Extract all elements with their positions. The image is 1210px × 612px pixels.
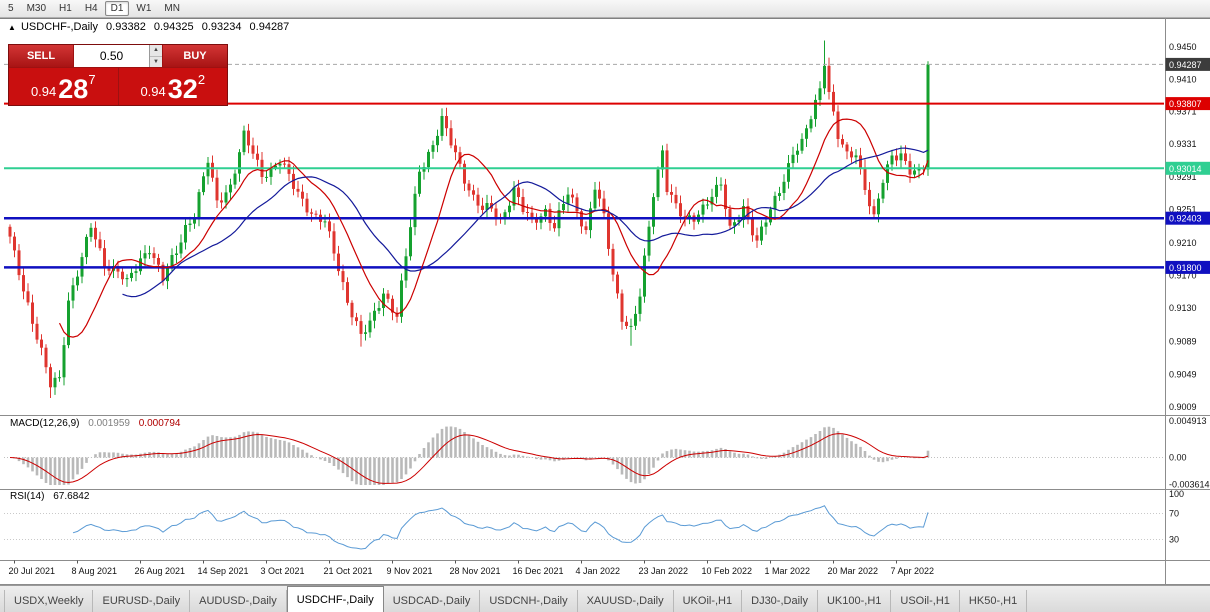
svg-text:23 Jan 2022: 23 Jan 2022 [639, 566, 689, 576]
volume-field[interactable]: 0.50 ▲ ▼ [74, 45, 162, 67]
svg-text:0.9130: 0.9130 [1169, 303, 1197, 313]
volume-value[interactable]: 0.50 [99, 49, 124, 63]
buy-price-base: 0.94 [140, 84, 166, 99]
timeframe-button-d1[interactable]: D1 [104, 1, 130, 16]
ohlc-close: 0.94287 [249, 21, 290, 33]
collapse-arrow-icon[interactable]: ▲ [8, 23, 16, 32]
svg-text:0.9331: 0.9331 [1169, 139, 1197, 149]
sell-price-big: 28 [58, 74, 89, 104]
svg-text:3 Oct 2021: 3 Oct 2021 [261, 566, 305, 576]
svg-text:26 Aug 2021: 26 Aug 2021 [135, 566, 186, 576]
chart-tab-usoil-[interactable]: USOil-,H1 [891, 590, 960, 612]
chart-tab-dj30-[interactable]: DJ30-,Daily [742, 590, 818, 612]
svg-text:21 Oct 2021: 21 Oct 2021 [324, 566, 373, 576]
svg-text:-0.003614: -0.003614 [1169, 479, 1210, 489]
buy-price-big: 32 [167, 74, 198, 104]
svg-text:0.9410: 0.9410 [1169, 75, 1197, 85]
buy-button[interactable]: BUY [163, 45, 227, 67]
svg-text:20 Mar 2022: 20 Mar 2022 [828, 566, 879, 576]
chart-tab-usdchf-[interactable]: USDCHF-,Daily [286, 586, 384, 612]
chart-tab-ukoil-[interactable]: UKOil-,H1 [674, 590, 743, 612]
svg-text:30: 30 [1169, 535, 1179, 545]
svg-text:7 Apr 2022: 7 Apr 2022 [891, 566, 935, 576]
chart-tab-usdx[interactable]: USDX,Weekly [4, 590, 94, 612]
sell-price-base: 0.94 [30, 84, 57, 99]
timeframe-button-w1[interactable]: W1 [136, 3, 152, 14]
macd-signal-value: 0.000794 [138, 418, 181, 429]
rsi-title: RSI(14) [10, 491, 45, 502]
rsi-line [72, 505, 929, 550]
ma-fast-line [58, 118, 929, 338]
svg-text:0.00: 0.00 [1169, 453, 1187, 463]
svg-text:10 Feb 2022: 10 Feb 2022 [702, 566, 753, 576]
svg-text:0.004913: 0.004913 [1169, 416, 1207, 426]
svg-text:0.91800: 0.91800 [1169, 263, 1202, 273]
svg-text:100: 100 [1169, 489, 1184, 499]
svg-text:0.94287: 0.94287 [1169, 60, 1202, 70]
timeframe-button-m30[interactable]: M30 [26, 3, 47, 14]
horizontal-lines-layer[interactable] [4, 63, 1164, 269]
svg-text:16 Dec 2021: 16 Dec 2021 [513, 566, 564, 576]
chart-tab-usdcnh-[interactable]: USDCNH-,Daily [480, 590, 578, 612]
svg-text:1 Mar 2022: 1 Mar 2022 [765, 566, 811, 576]
buy-price-sup: 2 [197, 72, 206, 87]
one-click-trading-widget: SELL 0.50 ▲ ▼ BUY 0.94 28 7 0.94 32 2 [8, 44, 228, 106]
timeframe-button-mn[interactable]: MN [164, 3, 180, 14]
svg-text:20 Jul 2021: 20 Jul 2021 [9, 566, 56, 576]
chart-info-line: ▲ USDCHF-,Daily 0.93382 0.94325 0.93234 … [8, 21, 294, 33]
macd-title: MACD(12,26,9) [10, 418, 80, 429]
ohlc-high: 0.94325 [153, 21, 194, 33]
chart-tab-audusd-[interactable]: AUDUSD-,Daily [190, 590, 287, 612]
svg-text:0.9251: 0.9251 [1169, 204, 1197, 214]
sell-price-sup: 7 [88, 72, 96, 87]
svg-text:0.93807: 0.93807 [1169, 99, 1202, 109]
svg-text:28 Nov 2021: 28 Nov 2021 [450, 566, 501, 576]
symbol-period-label: USDCHF-,Daily [20, 21, 98, 33]
svg-text:0.9009: 0.9009 [1169, 402, 1197, 412]
ma-slow-line [122, 147, 929, 298]
ohlc-open: 0.93382 [106, 21, 146, 33]
svg-text:8 Aug 2021: 8 Aug 2021 [72, 566, 118, 576]
svg-text:0.9450: 0.9450 [1169, 42, 1197, 52]
rsi-value: 67.6842 [53, 491, 90, 502]
svg-text:0.92403: 0.92403 [1169, 214, 1202, 224]
svg-text:4 Jan 2022: 4 Jan 2022 [576, 566, 621, 576]
volume-spinner: ▲ ▼ [149, 45, 162, 67]
rsi-indicator-label: RSI(14) 67.6842 [10, 491, 95, 502]
svg-text:0.9291: 0.9291 [1169, 172, 1197, 182]
svg-text:0.9371: 0.9371 [1169, 106, 1197, 116]
chart-tab-uk100-[interactable]: UK100-,H1 [818, 590, 892, 612]
timeframe-button-5[interactable]: 5 [8, 3, 14, 14]
svg-text:0.93014: 0.93014 [1169, 164, 1202, 174]
timeframe-button-h4[interactable]: H4 [84, 3, 98, 14]
volume-up-button[interactable]: ▲ [150, 45, 162, 57]
svg-text:0.9210: 0.9210 [1169, 238, 1197, 248]
timeframe-toolbar: 5 M30 H1 H4 D1 W1 MN [0, 0, 1210, 18]
buy-price-display[interactable]: 0.94 32 2 [118, 68, 227, 105]
svg-text:14 Sep 2021: 14 Sep 2021 [198, 566, 249, 576]
macd-main-value: 0.001959 [88, 418, 130, 429]
timeframe-button-h1[interactable]: H1 [59, 3, 72, 14]
svg-text:70: 70 [1169, 509, 1179, 519]
svg-text:9 Nov 2021: 9 Nov 2021 [387, 566, 433, 576]
axes-layer: 0.94500.94100.93710.93310.92910.92510.92… [0, 18, 1210, 585]
chart-tab-hk50-[interactable]: HK50-,H1 [960, 590, 1028, 612]
volume-down-button[interactable]: ▼ [150, 56, 162, 67]
chart-tab-usdcad-[interactable]: USDCAD-,Daily [384, 590, 481, 612]
svg-text:0.9170: 0.9170 [1169, 271, 1197, 281]
chart-tab-eurusd-[interactable]: EURUSD-,Daily [93, 590, 191, 612]
macd-signal-line [9, 433, 929, 484]
svg-text:0.9089: 0.9089 [1169, 337, 1197, 347]
chart-tabs-bar: USDX,Weekly EURUSD-,Daily AUDUSD-,Daily USD… [0, 585, 1210, 612]
ohlc-low: 0.93234 [201, 21, 242, 33]
macd-indicator-label: MACD(12,26,9) 0.001959 0.000794 [10, 418, 186, 429]
sell-price-display[interactable]: 0.94 28 7 [9, 68, 118, 105]
svg-text:0.9049: 0.9049 [1169, 369, 1197, 379]
candles-layer [8, 40, 930, 398]
sell-button[interactable]: SELL [9, 45, 73, 67]
chart-tab-xauusd-[interactable]: XAUUSD-,Daily [578, 590, 674, 612]
